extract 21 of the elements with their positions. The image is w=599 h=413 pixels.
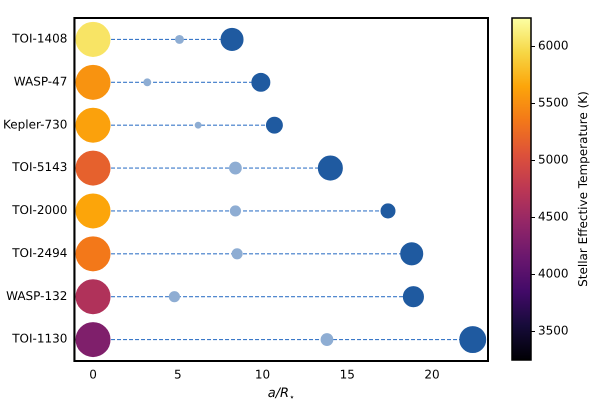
y-tick-label: TOI-1130 — [11, 332, 68, 346]
x-tick-label: 20 — [424, 367, 440, 382]
x-tick-label: 0 — [89, 367, 97, 382]
x-axis-title: a/R⋆ — [268, 386, 295, 403]
color-bar-title: Stellar Effective Temperature (K) — [576, 91, 590, 287]
color-bar-label: 3500 — [538, 324, 569, 338]
y-tick-label: TOI-5143 — [11, 160, 68, 174]
color-bar-label: 6000 — [538, 38, 569, 53]
y-tick-label: TOI-1408 — [11, 32, 68, 46]
y-tick-label: Kepler-730 — [3, 117, 68, 132]
color-bar-label: 4000 — [538, 266, 569, 281]
y-tick-label: TOI-2494 — [11, 246, 68, 260]
color-bar-label: 5500 — [538, 96, 569, 110]
y-tick-label: WASP-47 — [14, 74, 68, 88]
x-tick-label: 10 — [254, 367, 270, 382]
color-bar-label: 4500 — [538, 210, 569, 224]
x-tick-label: 5 — [174, 367, 182, 382]
color-bar-label: 5000 — [538, 152, 569, 167]
x-tick-label: 15 — [340, 367, 355, 382]
y-tick-label: TOI-2000 — [11, 203, 68, 218]
y-tick-label: WASP-132 — [6, 288, 68, 303]
